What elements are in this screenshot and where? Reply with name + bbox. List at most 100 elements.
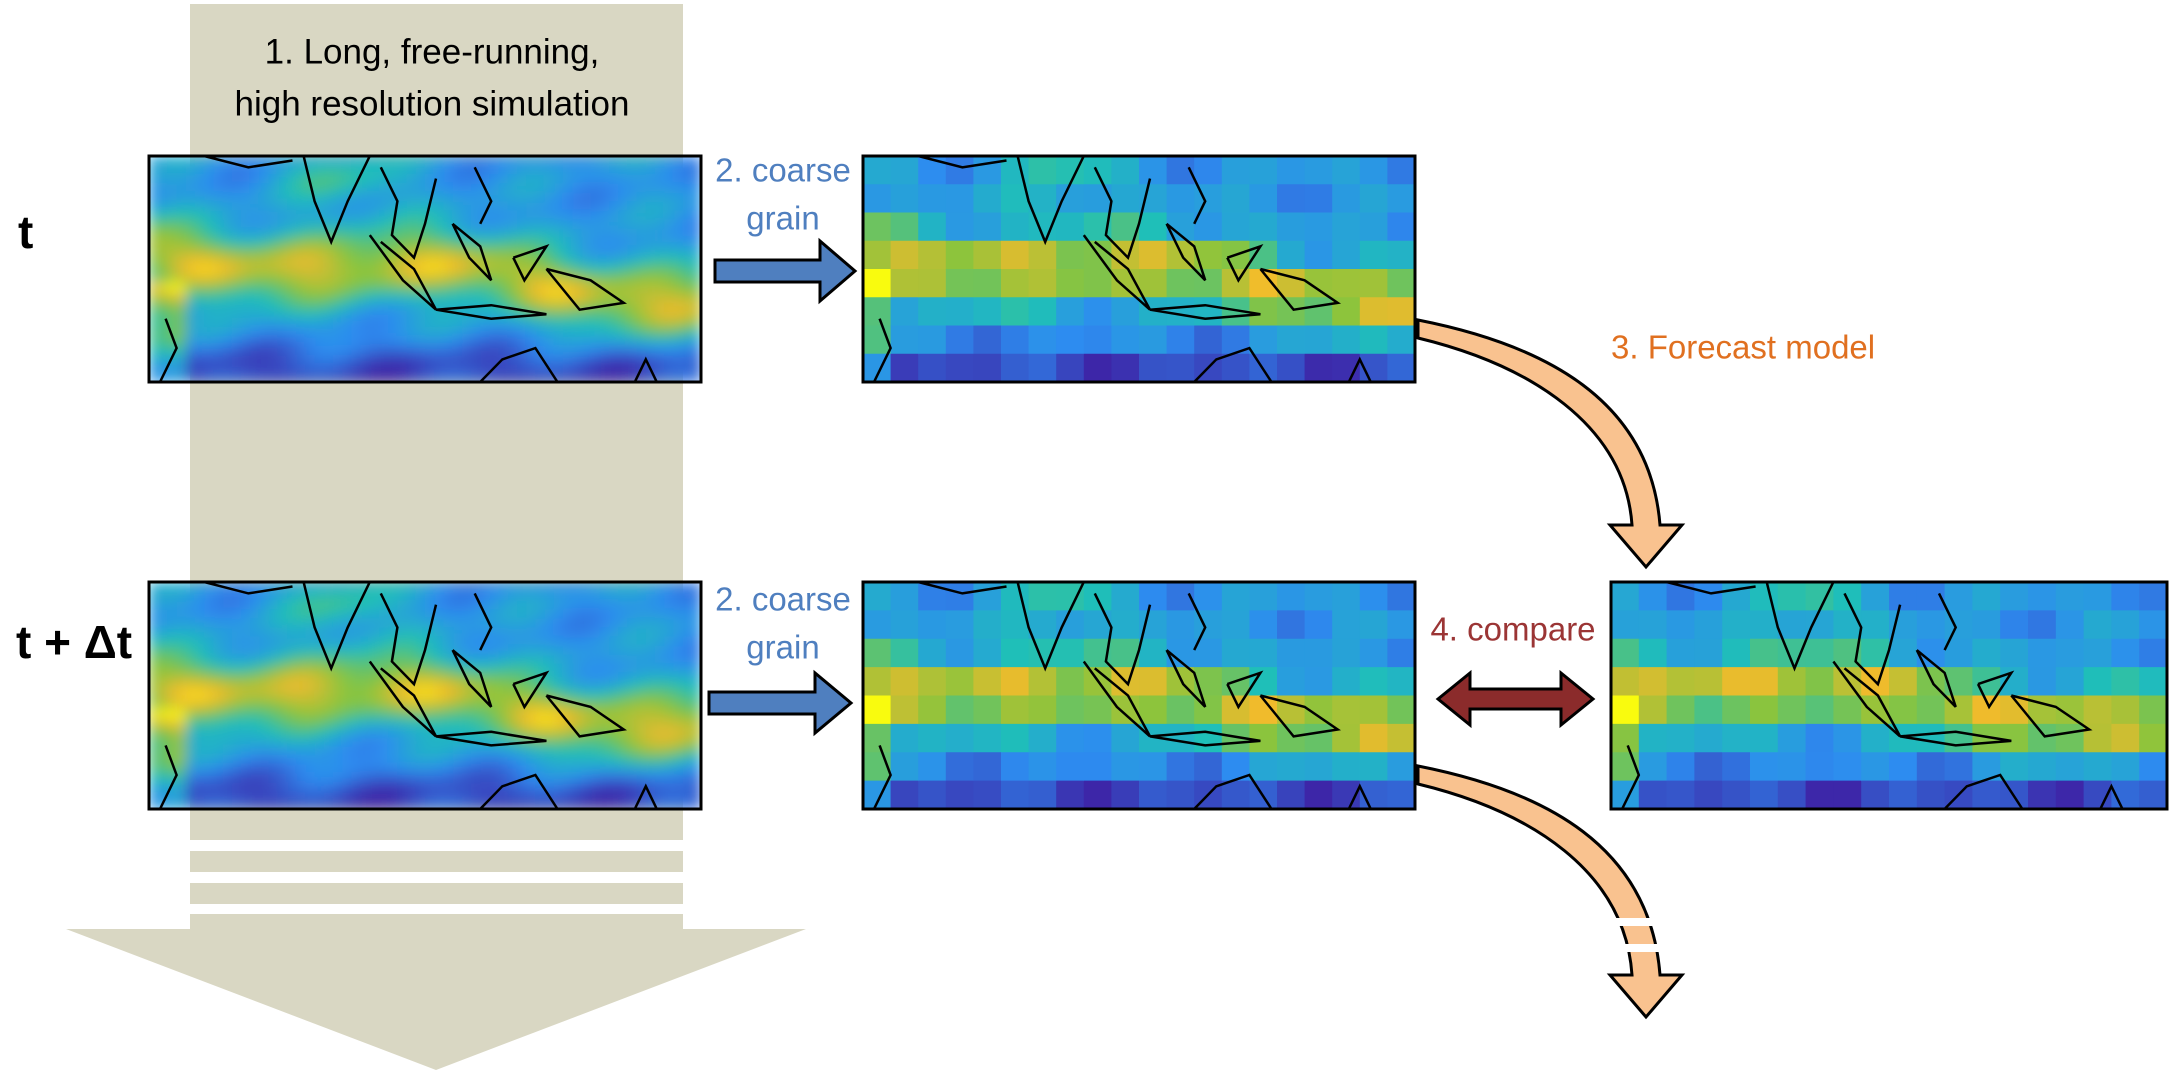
map-cell xyxy=(177,736,187,746)
map-cell xyxy=(158,255,168,265)
map-cell xyxy=(1249,297,1277,326)
map-cell xyxy=(204,301,214,311)
map-cell xyxy=(1305,610,1333,639)
map-cell xyxy=(673,228,683,238)
map-cell xyxy=(673,319,683,329)
map-cell xyxy=(241,655,251,665)
map-cell xyxy=(627,346,637,356)
map-cell xyxy=(278,228,288,238)
map-cell xyxy=(973,696,1001,725)
map-cell xyxy=(361,301,371,311)
map-cell xyxy=(600,237,610,247)
map-cell xyxy=(241,709,251,719)
map-cell xyxy=(609,355,619,365)
map-cell xyxy=(1833,752,1861,781)
map-cell xyxy=(572,627,582,637)
map-cell xyxy=(1111,610,1139,639)
map-cell xyxy=(269,764,279,774)
map-cell xyxy=(361,264,371,274)
map-cell xyxy=(305,237,315,247)
map-cell xyxy=(177,219,187,229)
arrow-gap xyxy=(1610,918,1680,926)
map-cell xyxy=(370,700,380,710)
map-cell xyxy=(388,718,398,728)
map-cell xyxy=(637,228,647,238)
map-cell xyxy=(1611,639,1639,668)
map-cell xyxy=(489,655,499,665)
map-cell xyxy=(342,219,352,229)
map-cell xyxy=(664,745,674,755)
map-cell xyxy=(646,292,656,302)
map-cell xyxy=(526,364,536,374)
map-cell xyxy=(526,219,536,229)
map-cell xyxy=(554,782,564,792)
map-cell xyxy=(370,301,380,311)
map-cell xyxy=(517,618,527,628)
map-cell xyxy=(278,337,288,347)
map-cell xyxy=(572,237,582,247)
map-cell xyxy=(581,655,591,665)
map-cell xyxy=(535,755,545,765)
map-cell xyxy=(324,274,334,284)
map-cell xyxy=(545,745,555,755)
map-cell xyxy=(434,246,444,256)
map-cell xyxy=(545,755,555,765)
map-cell xyxy=(1332,269,1360,298)
map-cell xyxy=(1001,781,1029,810)
map-cell xyxy=(1222,610,1250,639)
map-cell xyxy=(618,782,628,792)
map-cell xyxy=(572,655,582,665)
map-cell xyxy=(508,337,518,347)
map-cell xyxy=(1861,752,1889,781)
map-cell xyxy=(462,264,472,274)
map-cell xyxy=(232,237,242,247)
map-cell xyxy=(158,591,168,601)
map-cell xyxy=(489,346,499,356)
map-cell xyxy=(434,691,444,701)
map-cell xyxy=(581,736,591,746)
map-cell xyxy=(213,591,223,601)
map-cell xyxy=(655,174,665,184)
map-cell xyxy=(204,673,214,683)
map-cell xyxy=(673,691,683,701)
map-cell xyxy=(637,773,647,783)
map-cell xyxy=(627,764,637,774)
map-cell xyxy=(269,591,279,601)
map-cell xyxy=(388,600,398,610)
map-cell xyxy=(223,591,233,601)
map-cell xyxy=(1084,354,1112,383)
map-cell xyxy=(361,274,371,284)
map-cell xyxy=(863,184,891,213)
map-cell xyxy=(305,673,315,683)
map-cell xyxy=(296,636,306,646)
map-cell xyxy=(1139,241,1167,270)
map-cell xyxy=(177,745,187,755)
map-cell xyxy=(646,636,656,646)
map-cell xyxy=(434,591,444,601)
map-cell xyxy=(627,264,637,274)
map-cell xyxy=(388,773,398,783)
map-cell xyxy=(554,301,564,311)
map-cell xyxy=(425,791,435,801)
map-cell xyxy=(259,764,269,774)
map-cell xyxy=(186,682,196,692)
diagram: 1. Long, free-running, high resolution s… xyxy=(0,0,2169,1070)
map-cell xyxy=(1305,184,1333,213)
map-cell xyxy=(453,292,463,302)
map-cell xyxy=(2084,582,2112,611)
map-cell xyxy=(361,255,371,265)
map-cell xyxy=(1249,184,1277,213)
map-cell xyxy=(425,591,435,601)
map-cell xyxy=(664,627,674,637)
map-cell xyxy=(627,736,637,746)
map-cell xyxy=(324,337,334,347)
map-cell xyxy=(333,328,343,338)
map-cell xyxy=(296,165,306,175)
map-cell xyxy=(296,764,306,774)
map-cell xyxy=(946,696,974,725)
map-cell xyxy=(186,301,196,311)
map-cell xyxy=(499,219,509,229)
map-cell xyxy=(361,328,371,338)
map-cell xyxy=(177,755,187,765)
map-cell xyxy=(646,255,656,265)
